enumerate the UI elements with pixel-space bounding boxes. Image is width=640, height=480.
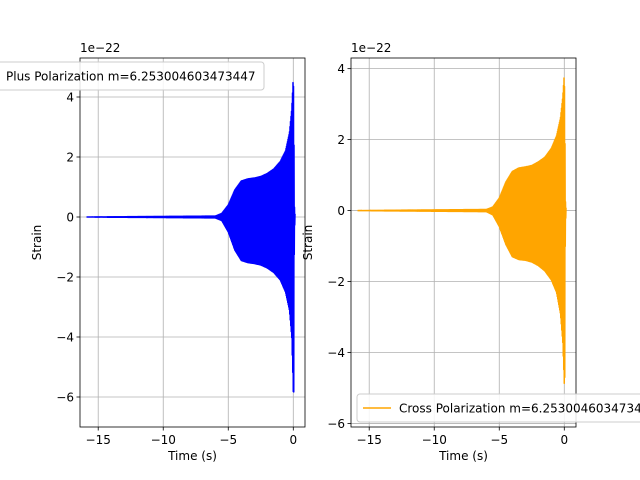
axes-frame — [79, 57, 306, 428]
x-tick-label: 0 — [289, 433, 297, 447]
x-tick-label: −5 — [219, 433, 237, 447]
y-tick-label: 0 — [66, 211, 74, 225]
y-tick-label: −2 — [327, 275, 345, 289]
x-tick-label: −15 — [357, 433, 382, 447]
y-tick-label: −4 — [56, 331, 74, 345]
series-line — [357, 77, 567, 385]
y-axis-label: Strain — [30, 225, 44, 261]
legend-label: Plus Polarization m=6.253004603473447 — [6, 70, 256, 84]
series-line — [86, 81, 296, 393]
left-subplot: −15 −10 −5 0 −6 −4 −2 0 2 4 1e−22 Time (s) Strain Plu… — [0, 41, 306, 463]
legend-box — [356, 393, 640, 423]
x-tick-label: −10 — [422, 433, 447, 447]
y-tick-label: −6 — [56, 391, 74, 405]
legend: Plus Polarization m=6.253004603473447 — [0, 61, 265, 91]
y-tick-label: 4 — [337, 62, 345, 76]
y-tick-label: 2 — [66, 151, 74, 165]
y-tick-label: 2 — [337, 133, 345, 147]
y-tick-label: 0 — [337, 204, 345, 218]
y-offset-text: 1e−22 — [351, 41, 391, 55]
x-tick-label: −5 — [490, 433, 508, 447]
legend-label: Cross Polarization m=6.253004603473447 — [399, 402, 640, 416]
x-tick-label: −10 — [151, 433, 176, 447]
y-tick-label: −2 — [56, 271, 74, 285]
y-tick-label: −6 — [327, 417, 345, 431]
x-tick-label: −15 — [86, 433, 111, 447]
legend: Cross Polarization m=6.253004603473447 — [356, 393, 640, 423]
right-subplot: −15 −10 −5 0 −6 −4 −2 0 2 4 1e−22 Time (s) Strain Cro… — [301, 41, 640, 463]
y-axis-label: Strain — [301, 225, 315, 261]
y-offset-text: 1e−22 — [80, 41, 120, 55]
x-axis-label: Time (s) — [438, 449, 488, 463]
legend-box — [0, 61, 265, 91]
y-tick-label: 4 — [66, 91, 74, 105]
x-axis-label: Time (s) — [167, 449, 217, 463]
axes-frame — [350, 57, 577, 428]
y-tick-label: −4 — [327, 346, 345, 360]
x-tick-label: 0 — [560, 433, 568, 447]
